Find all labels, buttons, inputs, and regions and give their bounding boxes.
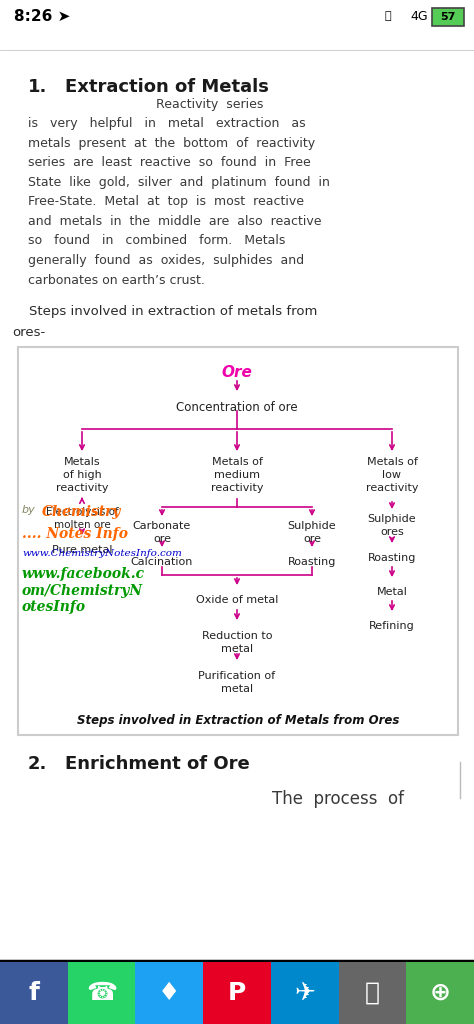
- Text: Reactivity  series: Reactivity series: [12, 98, 264, 111]
- Text: carbonates on earth’s crust.: carbonates on earth’s crust.: [12, 273, 205, 287]
- Text: P: P: [228, 981, 246, 1005]
- Bar: [432, 8, 464, 26]
- Bar: [136, 962, 203, 1024]
- Text: Purification of
metal: Purification of metal: [199, 671, 275, 694]
- Text: is   very   helpful   in   metal   extraction   as: is very helpful in metal extraction as: [12, 118, 306, 130]
- Text: ⛓: ⛓: [365, 981, 380, 1005]
- Text: Reduction to
metal: Reduction to metal: [202, 631, 272, 653]
- Bar: [338, 962, 406, 1024]
- Text: Concentration of ore: Concentration of ore: [176, 401, 298, 414]
- Text: Roasting: Roasting: [368, 553, 416, 563]
- Text: Sulphide
ore: Sulphide ore: [288, 521, 337, 544]
- Text: Free-State.  Metal  at  top  is  most  reactive: Free-State. Metal at top is most reactiv…: [12, 196, 304, 209]
- Text: Roasting: Roasting: [288, 557, 336, 567]
- Text: Calcination: Calcination: [131, 557, 193, 567]
- Text: ♦: ♦: [158, 981, 181, 1005]
- Text: f: f: [28, 981, 39, 1005]
- Text: .... Notes Info: .... Notes Info: [22, 527, 128, 541]
- Text: 2.: 2.: [28, 755, 47, 773]
- Text: 📶: 📶: [385, 11, 392, 22]
- Text: by: by: [22, 505, 36, 515]
- Text: 57: 57: [440, 12, 456, 22]
- Text: 8:26 ➤: 8:26 ➤: [14, 8, 70, 24]
- Text: Ore: Ore: [221, 365, 253, 380]
- Bar: [0, 962, 68, 1024]
- Text: Enrichment of Ore: Enrichment of Ore: [65, 755, 250, 773]
- Text: Carbonate
ore: Carbonate ore: [133, 521, 191, 544]
- Text: Extraction of Metals: Extraction of Metals: [65, 78, 269, 96]
- Text: Oxide of metal: Oxide of metal: [196, 595, 278, 605]
- Text: ores-: ores-: [12, 326, 45, 339]
- Text: Metal: Metal: [376, 587, 408, 597]
- Text: Metals
of high
reactivity: Metals of high reactivity: [56, 457, 108, 493]
- Text: Metals of
medium
reactivity: Metals of medium reactivity: [211, 457, 263, 493]
- Text: www.facebook.c
om/ChemistryN
otesInfo: www.facebook.c om/ChemistryN otesInfo: [22, 567, 145, 614]
- Bar: [18, 347, 458, 735]
- Text: Steps involved in Extraction of Metals from Ores: Steps involved in Extraction of Metals f…: [77, 714, 399, 727]
- Text: State  like  gold,  silver  and  platinum  found  in: State like gold, silver and platinum fou…: [12, 176, 330, 189]
- Text: Sulphide
ores: Sulphide ores: [368, 514, 416, 537]
- Text: Metals of
low
reactivity: Metals of low reactivity: [366, 457, 418, 493]
- Bar: [203, 962, 271, 1024]
- Text: series  are  least  reactive  so  found  in  Free: series are least reactive so found in Fr…: [12, 157, 311, 170]
- Text: The  process  of: The process of: [272, 790, 404, 808]
- Text: Chemistry: Chemistry: [42, 505, 121, 519]
- Text: ☎: ☎: [86, 981, 117, 1005]
- Bar: [271, 962, 338, 1024]
- Text: so   found   in   combined   form.   Metals: so found in combined form. Metals: [12, 234, 285, 248]
- Text: Pure metal: Pure metal: [52, 545, 112, 555]
- Text: 1.: 1.: [28, 78, 47, 96]
- Text: generally  found  as  oxides,  sulphides  and: generally found as oxides, sulphides and: [12, 254, 304, 267]
- Text: Steps involved in extraction of metals from: Steps involved in extraction of metals f…: [12, 305, 318, 318]
- Text: ⊕: ⊕: [429, 981, 451, 1005]
- Text: Refining: Refining: [369, 621, 415, 631]
- Text: 4G: 4G: [410, 9, 428, 23]
- Text: and  metals  in  the  middle  are  also  reactive: and metals in the middle are also reacti…: [12, 215, 321, 228]
- Bar: [68, 962, 136, 1024]
- Text: www.ChemistryNotesInfo.com: www.ChemistryNotesInfo.com: [22, 549, 182, 558]
- Text: metals  present  at  the  bottom  of  reactivity: metals present at the bottom of reactivi…: [12, 137, 315, 150]
- Bar: [406, 962, 474, 1024]
- Text: Electrolysis of
molten ore: Electrolysis of molten ore: [46, 507, 118, 529]
- Text: ✈: ✈: [294, 981, 315, 1005]
